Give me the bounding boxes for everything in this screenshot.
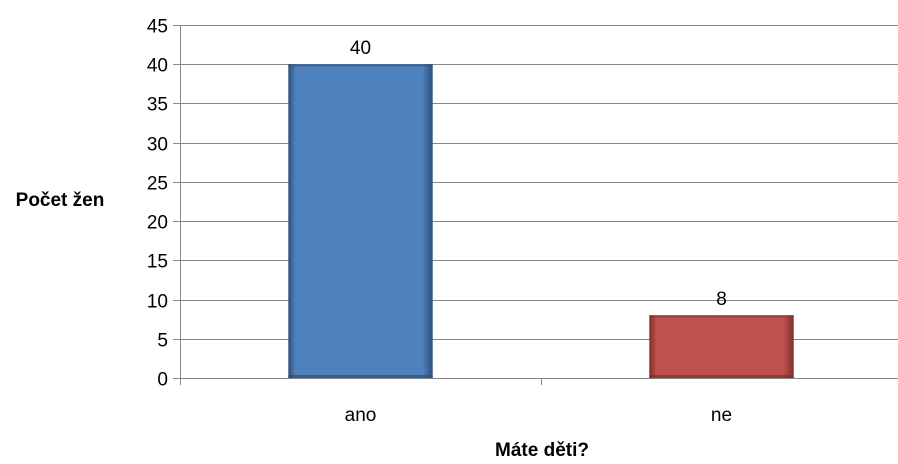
x-tick-label-ano: ano (345, 405, 377, 426)
axes (173, 25, 898, 385)
x-tick-label-ne: ne (711, 405, 732, 426)
y-tick-label: 45 (147, 17, 168, 38)
y-tick-label: 25 (147, 174, 168, 195)
y-axis-ticks: 0 5 10 15 20 25 30 35 40 45 (147, 17, 168, 391)
gridlines (180, 25, 898, 340)
bar-top-edge (288, 64, 433, 67)
y-tick-label: 15 (147, 252, 168, 273)
y-tick-label: 0 (157, 370, 168, 391)
y-tick-label: 10 (147, 292, 168, 313)
y-tick-label: 40 (147, 56, 168, 77)
data-labels: 40 8 (350, 38, 727, 310)
bars (288, 64, 794, 378)
bar-ne (649, 315, 794, 378)
y-tick-label: 5 (157, 331, 168, 352)
y-tick-label: 20 (147, 213, 168, 234)
data-label-ne: 8 (716, 289, 727, 310)
x-axis-ticks: ano ne (345, 405, 732, 426)
y-tick-label: 30 (147, 135, 168, 156)
data-label-ano: 40 (350, 38, 371, 59)
x-axis-title: Máte děti? (495, 440, 589, 461)
bar-bottom-edge (649, 375, 794, 378)
y-axis-title: Počet žen (16, 190, 105, 211)
bar-bottom-edge (288, 375, 433, 378)
bar-ano (288, 64, 433, 378)
bar-top-edge (649, 315, 794, 318)
y-tick-label: 35 (147, 95, 168, 116)
